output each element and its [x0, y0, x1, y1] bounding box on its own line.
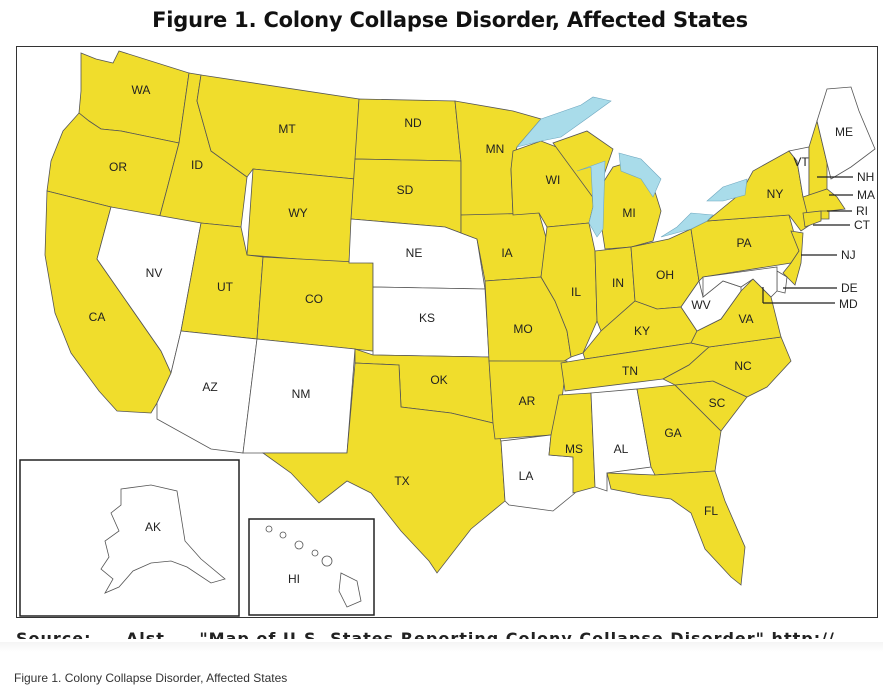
state-TX: [261, 362, 506, 574]
label-KS: KS: [419, 311, 435, 325]
state-ND: [354, 98, 462, 162]
label-WI: WI: [546, 173, 561, 187]
label-CA: CA: [89, 310, 106, 324]
state-MD: [702, 266, 778, 298]
label-LA: LA: [519, 469, 534, 483]
state-AK: [100, 484, 226, 594]
label-UT: UT: [217, 280, 234, 294]
label-VA: VA: [738, 312, 753, 326]
label-MS: MS: [565, 442, 583, 456]
label-NJ: NJ: [841, 248, 856, 262]
label-WV: WV: [691, 298, 710, 312]
label-NH: NH: [857, 170, 874, 184]
figure-caption: Figure 1. Colony Collapse Disorder, Affe…: [14, 671, 288, 685]
state-FL: [606, 470, 746, 586]
label-SC: SC: [709, 396, 726, 410]
label-RI: RI: [856, 204, 868, 218]
label-ND: ND: [404, 116, 422, 130]
label-KY: KY: [634, 324, 650, 338]
label-AK: AK: [145, 520, 161, 534]
label-MI: MI: [622, 206, 635, 220]
label-HI: HI: [288, 572, 300, 586]
label-IL: IL: [571, 285, 581, 299]
label-VT: VT: [793, 155, 809, 169]
label-OH: OH: [656, 268, 674, 282]
label-IA: IA: [501, 246, 512, 260]
label-MA: MA: [857, 188, 875, 202]
state-NC: [662, 336, 792, 398]
label-ME: ME: [835, 125, 853, 139]
label-DE: DE: [841, 281, 858, 295]
label-WY: WY: [288, 206, 307, 220]
lakes: [516, 96, 748, 238]
label-CO: CO: [305, 292, 323, 306]
label-SD: SD: [397, 183, 414, 197]
label-FL: FL: [704, 504, 718, 518]
figure-title: Figure 1. Colony Collapse Disorder, Affe…: [152, 8, 748, 32]
label-AR: AR: [519, 394, 536, 408]
label-GA: GA: [664, 426, 681, 440]
label-TN: TN: [622, 364, 638, 378]
label-AL: AL: [614, 442, 629, 456]
state-HI: [265, 525, 362, 608]
label-OK: OK: [430, 373, 447, 387]
label-AZ: AZ: [202, 380, 217, 394]
label-MD: MD: [839, 297, 858, 311]
state-NJ: [782, 230, 804, 286]
label-NC: NC: [734, 359, 752, 373]
source-line: Source: ... Alst ... "Map of U.S. States…: [16, 625, 878, 639]
label-WA: WA: [132, 83, 151, 97]
map-frame: WA OR CA ID NV MT WY UT AZ CO NM ND SD N…: [16, 46, 878, 618]
label-NE: NE: [406, 246, 423, 260]
label-NM: NM: [292, 387, 311, 401]
leader-lines: [762, 176, 853, 304]
label-OR: OR: [109, 160, 127, 174]
label-MT: MT: [278, 122, 296, 136]
state-IL: [540, 222, 598, 358]
label-NV: NV: [146, 266, 163, 280]
label-ID: ID: [191, 158, 203, 172]
label-TX: TX: [394, 474, 409, 488]
us-map: WA OR CA ID NV MT WY UT AZ CO NM ND SD N…: [19, 50, 876, 617]
label-NY: NY: [767, 187, 784, 201]
state-labels: WA OR CA ID NV MT WY UT AZ CO NM ND SD N…: [89, 83, 875, 586]
label-MO: MO: [513, 322, 532, 336]
source-text: Source: ... Alst ... "Map of U.S. States…: [16, 629, 857, 639]
label-MN: MN: [486, 142, 505, 156]
state-CT: [802, 210, 822, 228]
state-NH: [808, 119, 828, 198]
page-divider: [0, 642, 883, 652]
label-CT: CT: [854, 218, 871, 232]
state-RI: [820, 210, 830, 220]
label-PA: PA: [736, 236, 751, 250]
label-IN: IN: [612, 276, 624, 290]
state-ME: [816, 86, 876, 180]
